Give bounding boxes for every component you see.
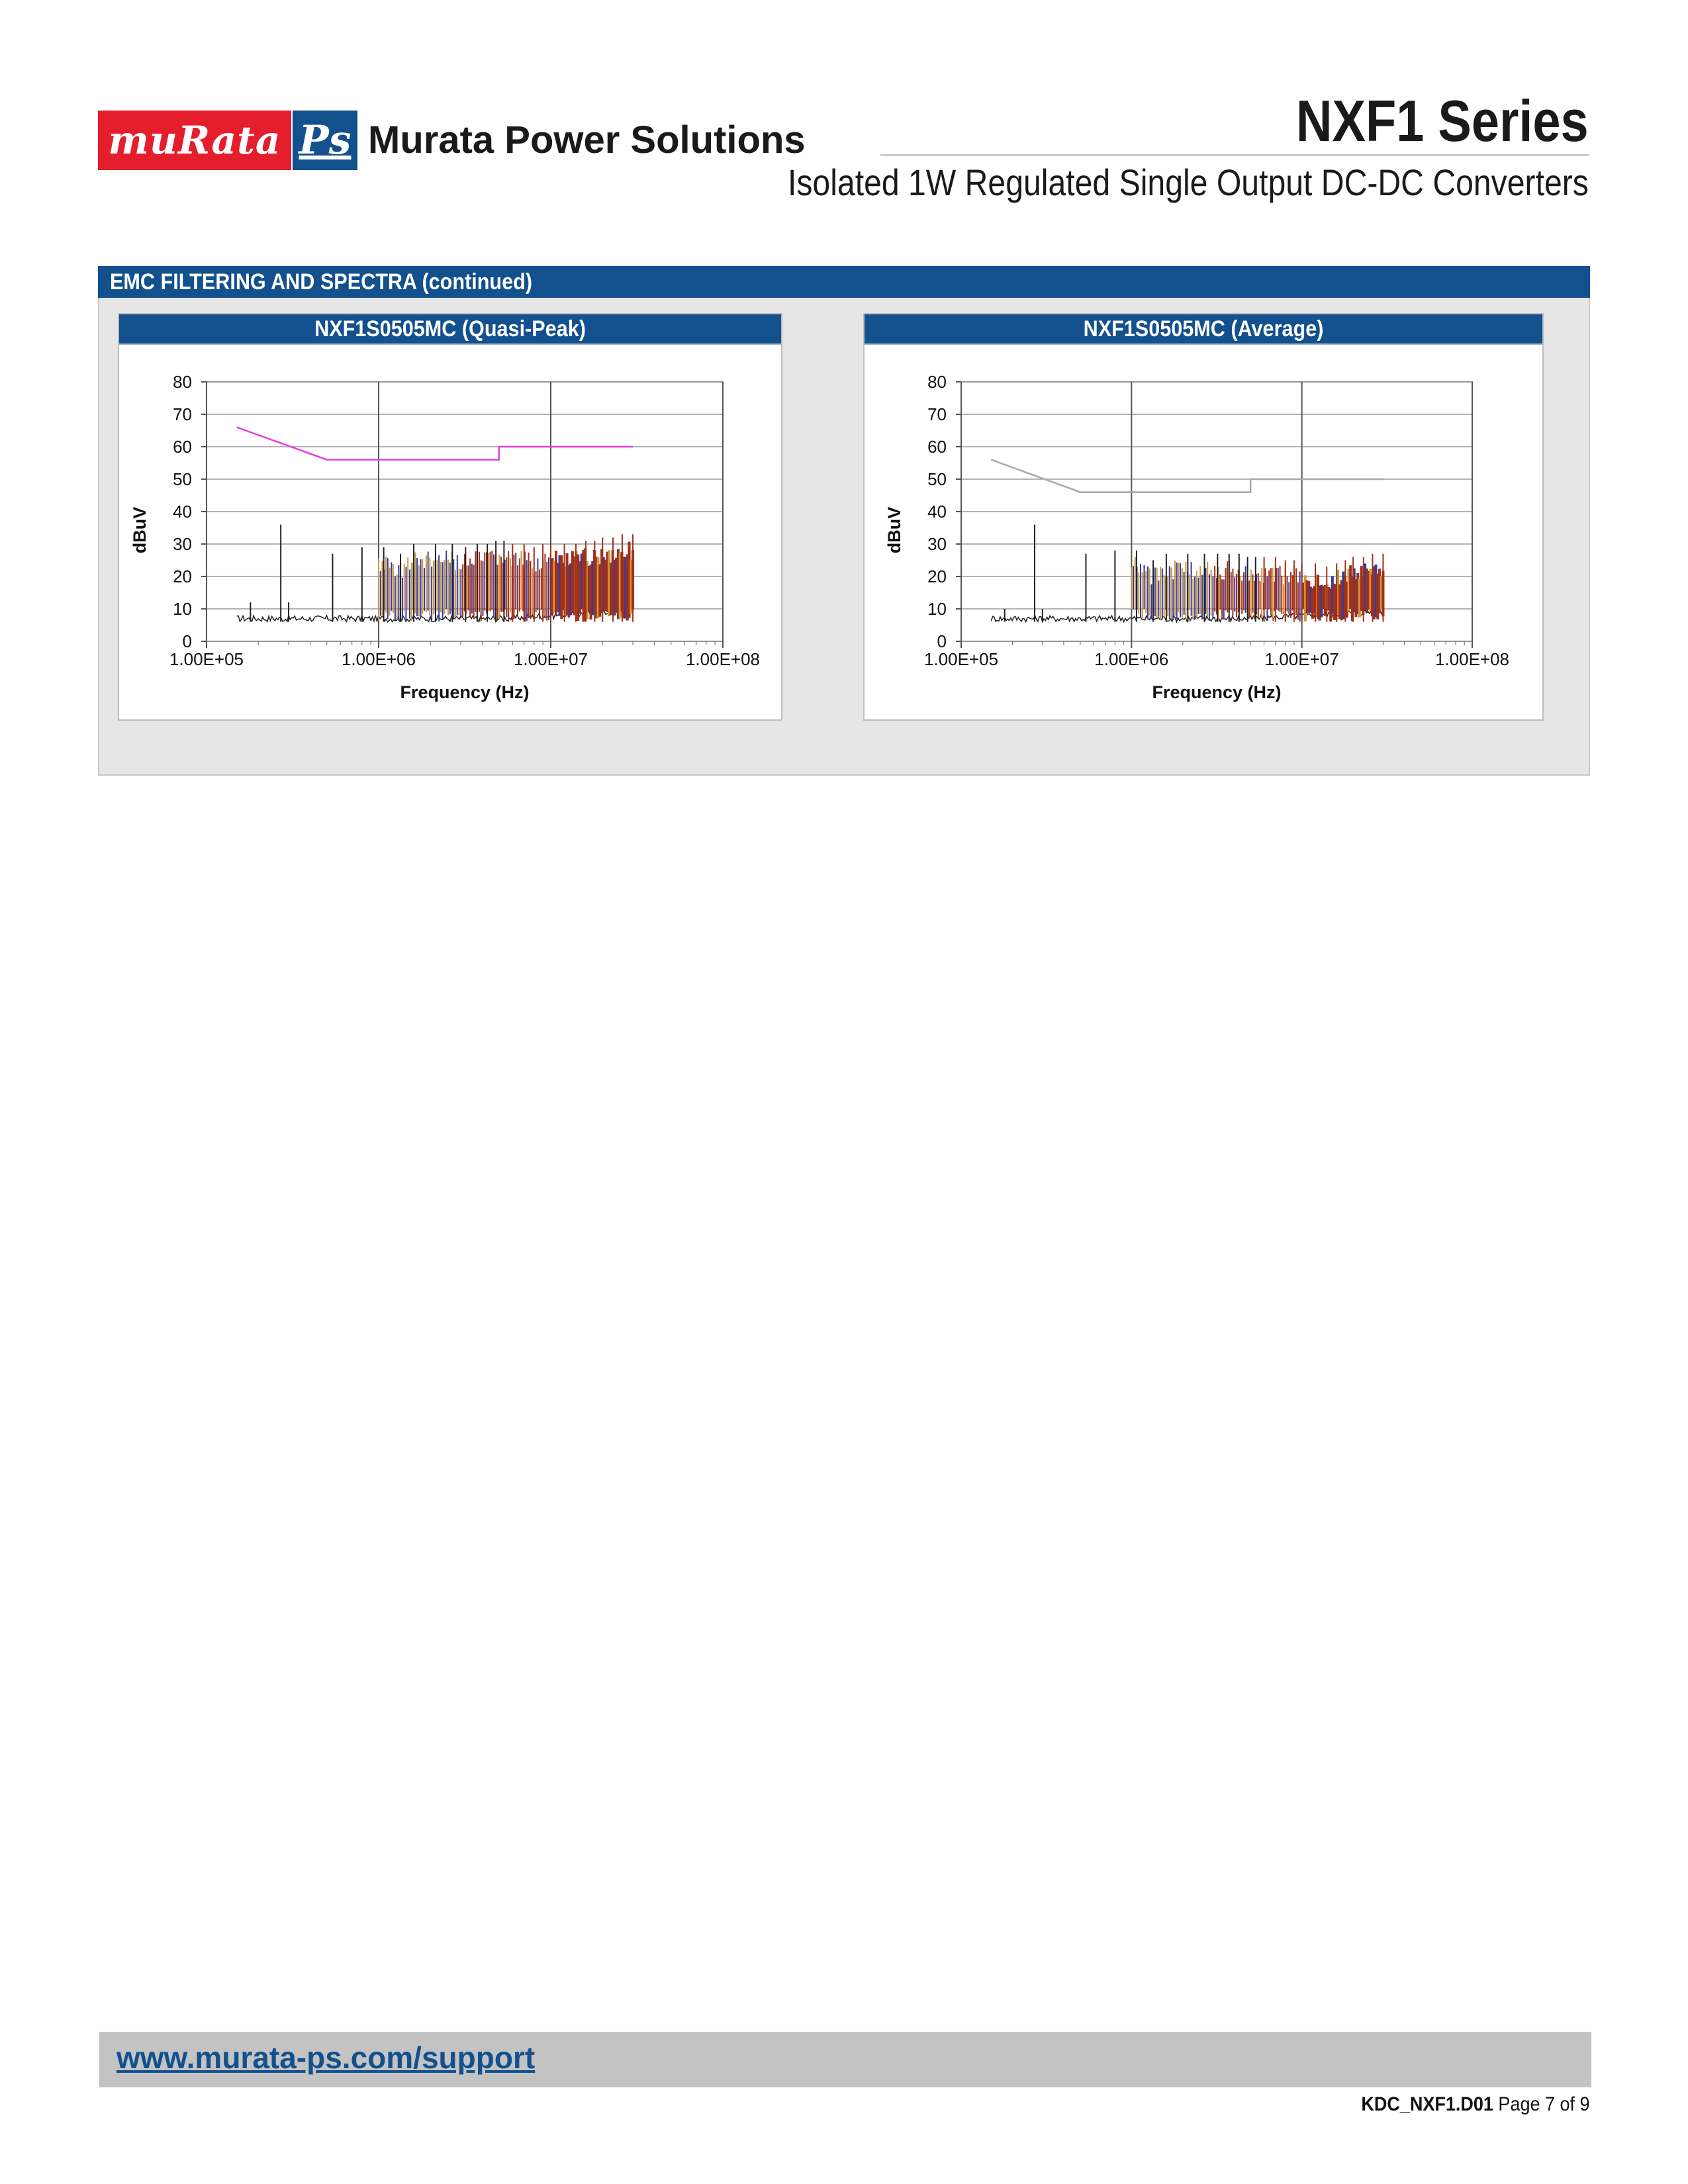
chart-panel-average: NXF1S0505MC (Average) 0 10 20 30 40 50 60 70 80 1… [863, 313, 1544, 721]
y-tick-label: 30 [173, 534, 192, 554]
y-tick-label: 0 [937, 631, 947, 651]
y-tick-label: 50 [173, 469, 192, 489]
x-tick-label: 1.00E+06 [1094, 649, 1168, 669]
y-tick-label: 40 [173, 502, 192, 522]
doc-id: KDC_NXF1.D01 [1361, 2093, 1494, 2115]
y-tick-label: 80 [173, 372, 192, 392]
x-tick-label: 1.00E+05 [924, 649, 998, 669]
y-tick-label: 20 [927, 567, 947, 586]
y-tick-label: 50 [927, 469, 947, 489]
x-axis-label: Frequency (Hz) [400, 682, 529, 702]
document-subtitle: Isolated 1W Regulated Single Output DC-D… [788, 161, 1589, 203]
header-rule [880, 154, 1589, 156]
page-info: KDC_NXF1.D01 Page 7 of 9 [1362, 2093, 1590, 2116]
y-tick-label: 30 [927, 534, 947, 554]
emc-spectrum-chart-average: 0 10 20 30 40 50 60 70 80 1.00E+05 1.00E+06 1.00E+0… [884, 372, 1509, 702]
x-tick-label: 1.00E+06 [342, 649, 416, 669]
y-tick-label: 0 [183, 631, 192, 651]
chart-panel-title-bar [865, 314, 1542, 345]
y-tick-label: 70 [927, 404, 947, 424]
footer-bar [99, 2032, 1591, 2087]
y-tick-label: 10 [173, 599, 192, 619]
company-name: Murata Power Solutions [368, 118, 806, 161]
x-tick-label: 1.00E+05 [169, 649, 244, 669]
emc-spectrum-chart-quasi-peak: 0 10 20 30 40 50 60 70 80 1.00E+05 1.00E+06 1.00E+0… [130, 372, 760, 702]
emission-limit-line [236, 426, 633, 461]
y-axis-label: dBuV [130, 507, 150, 554]
chart-panel-title-bar [119, 314, 781, 345]
x-axis-label: Frequency (Hz) [1152, 682, 1281, 702]
support-link[interactable]: www.murata-ps.com/support [117, 2040, 536, 2075]
ps-logo-text: Ps [299, 117, 352, 163]
chart-panel-title: NXF1S0505MC (Quasi-Peak) [314, 316, 586, 341]
x-tick-label: 1.00E+08 [686, 649, 760, 669]
murata-logo-text: muRata [108, 118, 281, 163]
x-tick-label: 1.00E+08 [1435, 649, 1509, 669]
section-header-bar [98, 266, 1590, 298]
chart-panel-title: NXF1S0505MC (Average) [1083, 316, 1324, 341]
ps-logo: Ps [293, 111, 357, 170]
y-tick-label: 10 [927, 599, 947, 619]
x-tick-label: 1.00E+07 [514, 649, 588, 669]
emission-limit-line [990, 459, 1383, 493]
page-number: Page 7 of 9 [1498, 2093, 1590, 2115]
series-title: NXF1 Series [1296, 88, 1589, 154]
y-tick-label: 60 [173, 437, 192, 457]
y-tick-label: 70 [173, 404, 192, 424]
y-tick-label: 20 [173, 567, 192, 586]
section-title: EMC FILTERING AND SPECTRA (continued) [110, 269, 533, 295]
y-tick-label: 80 [927, 372, 947, 392]
y-axis-label: dBuV [884, 507, 904, 554]
y-tick-label: 40 [927, 502, 947, 522]
chart-panel-quasi-peak: NXF1S0505MC (Quasi-Peak) 0 10 20 30 40 50 60 70… [118, 313, 782, 721]
y-tick-label: 60 [927, 437, 947, 457]
x-tick-label: 1.00E+07 [1265, 649, 1339, 669]
murata-logo: muRata [98, 111, 291, 170]
